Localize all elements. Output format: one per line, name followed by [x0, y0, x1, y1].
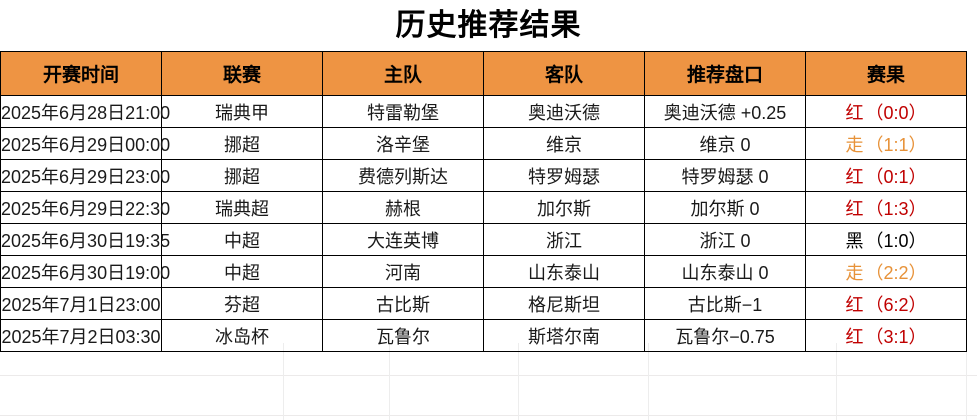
column-header-league[interactable]: 联赛 [161, 51, 323, 96]
cell-start-time: 2025年6月29日22:30 [0, 191, 170, 224]
cell-league: 瑞典甲 [161, 95, 323, 128]
cell-away-team: 格尼斯坦 [483, 287, 645, 320]
cell-home-team: 洛辛堡 [322, 127, 484, 160]
table-row: 2025年6月30日19:35 中超 大连英博 浙江 浙江 0 黑（1:0） [0, 223, 967, 256]
column-header-away-team[interactable]: 客队 [483, 51, 645, 96]
cell-away-team: 浙江 [483, 223, 645, 256]
cell-away-team: 特罗姆瑟 [483, 159, 645, 192]
table-header: 开赛时间 联赛 主队 客队 推荐盘口 赛果 [0, 51, 967, 96]
cell-league: 瑞典超 [161, 191, 323, 224]
result-status-badge: 红 [845, 166, 864, 187]
cell-home-team: 河南 [322, 255, 484, 288]
result-status-badge: 走 [845, 134, 864, 155]
result-score: （3:1） [865, 326, 927, 347]
cell-away-team: 山东泰山 [483, 255, 645, 288]
cell-result: 红（1:3） [805, 191, 967, 224]
grid-hline [0, 375, 977, 376]
table-row: 2025年6月29日23:00 挪超 费德列斯达 特罗姆瑟 特罗姆瑟 0 红（0:1） [0, 159, 967, 192]
result-status-badge: 红 [845, 326, 864, 347]
cell-away-team: 奥迪沃德 [483, 95, 645, 128]
result-score: （0:0） [865, 102, 927, 123]
cell-start-time: 2025年6月29日00:00 [0, 127, 170, 160]
cell-handicap: 加尔斯 0 [644, 191, 806, 224]
cell-home-team: 古比斯 [322, 287, 484, 320]
table-body: 2025年6月28日21:00 瑞典甲 特雷勒堡 奥迪沃德 奥迪沃德 +0.25 红（0:… [0, 95, 967, 352]
column-header-result[interactable]: 赛果 [805, 51, 967, 96]
grid-vline [389, 343, 390, 420]
result-status-badge: 红 [845, 198, 864, 219]
grid-vline [836, 343, 837, 420]
cell-away-team: 加尔斯 [483, 191, 645, 224]
grid-hline [0, 415, 977, 416]
cell-away-team: 斯塔尔南 [483, 319, 645, 352]
cell-handicap: 山东泰山 0 [644, 255, 806, 288]
table-row: 2025年7月1日23:00 芬超 古比斯 格尼斯坦 古比斯−1 红（6:2） [0, 287, 967, 320]
cell-start-time: 2025年6月29日23:00 [0, 159, 170, 192]
cell-league: 挪超 [161, 159, 323, 192]
title-bar: 历史推荐结果 [0, 0, 977, 51]
column-header-home-team[interactable]: 主队 [322, 51, 484, 96]
column-header-start-time[interactable]: 开赛时间 [0, 51, 162, 96]
table-row: 2025年7月2日03:30 冰岛杯 瓦鲁尔 斯塔尔南 瓦鲁尔−0.75 红（3:1） [0, 319, 967, 352]
result-status-badge: 走 [845, 262, 864, 283]
table-header-row: 开赛时间 联赛 主队 客队 推荐盘口 赛果 [0, 51, 967, 96]
cell-handicap: 古比斯−1 [644, 287, 806, 320]
cell-result: 黑（1:0） [805, 223, 967, 256]
cell-away-team: 维京 [483, 127, 645, 160]
cell-result: 走（1:1） [805, 127, 967, 160]
result-score: （1:3） [865, 198, 927, 219]
cell-result: 走（2:2） [805, 255, 967, 288]
result-score: （6:2） [865, 294, 927, 315]
cell-result: 红（0:0） [805, 95, 967, 128]
cell-start-time: 2025年6月28日21:00 [0, 95, 170, 128]
result-score: （2:2） [865, 262, 927, 283]
cell-start-time: 2025年6月30日19:35 [0, 223, 170, 256]
cell-league: 冰岛杯 [161, 319, 323, 352]
table-row: 2025年6月29日00:00 挪超 洛辛堡 维京 维京 0 走（1:1） [0, 127, 967, 160]
cell-league: 中超 [161, 223, 323, 256]
cell-start-time: 2025年7月2日03:30 [0, 319, 162, 352]
cell-result: 红（3:1） [805, 319, 967, 352]
result-status-badge: 红 [845, 294, 864, 315]
cell-handicap: 浙江 0 [644, 223, 806, 256]
result-score: （1:1） [865, 134, 927, 155]
grid-vline [283, 343, 284, 420]
cell-home-team: 费德列斯达 [322, 159, 484, 192]
table-row: 2025年6月30日19:00 中超 河南 山东泰山 山东泰山 0 走（2:2） [0, 255, 967, 288]
grid-vline [966, 343, 967, 420]
cell-handicap: 特罗姆瑟 0 [644, 159, 806, 192]
cell-home-team: 瓦鲁尔 [322, 319, 484, 352]
result-status-badge: 红 [845, 102, 864, 123]
cell-handicap: 瓦鲁尔−0.75 [644, 319, 806, 352]
history-results-table: 开赛时间 联赛 主队 客队 推荐盘口 赛果 2025年6月28日21:00 瑞典甲… [0, 51, 967, 352]
cell-league: 芬超 [161, 287, 323, 320]
empty-sheet-grid [0, 343, 977, 420]
column-header-handicap[interactable]: 推荐盘口 [644, 51, 806, 96]
grid-vline [648, 343, 649, 420]
result-score: （1:0） [865, 230, 927, 251]
cell-start-time: 2025年6月30日19:00 [0, 255, 170, 288]
grid-vline [518, 343, 519, 420]
cell-home-team: 赫根 [322, 191, 484, 224]
cell-handicap: 维京 0 [644, 127, 806, 160]
cell-league: 中超 [161, 255, 323, 288]
page-title: 历史推荐结果 [395, 8, 582, 42]
cell-start-time: 2025年7月1日23:00 [0, 287, 162, 320]
result-status-badge: 黑 [845, 230, 864, 251]
table-row: 2025年6月29日22:30 瑞典超 赫根 加尔斯 加尔斯 0 红（1:3） [0, 191, 967, 224]
cell-home-team: 大连英博 [322, 223, 484, 256]
cell-home-team: 特雷勒堡 [322, 95, 484, 128]
result-score: （0:1） [865, 166, 927, 187]
cell-handicap: 奥迪沃德 +0.25 [644, 95, 806, 128]
cell-result: 红（0:1） [805, 159, 967, 192]
cell-result: 红（6:2） [805, 287, 967, 320]
cell-league: 挪超 [161, 127, 323, 160]
table-row: 2025年6月28日21:00 瑞典甲 特雷勒堡 奥迪沃德 奥迪沃德 +0.25 红（0:… [0, 95, 967, 128]
